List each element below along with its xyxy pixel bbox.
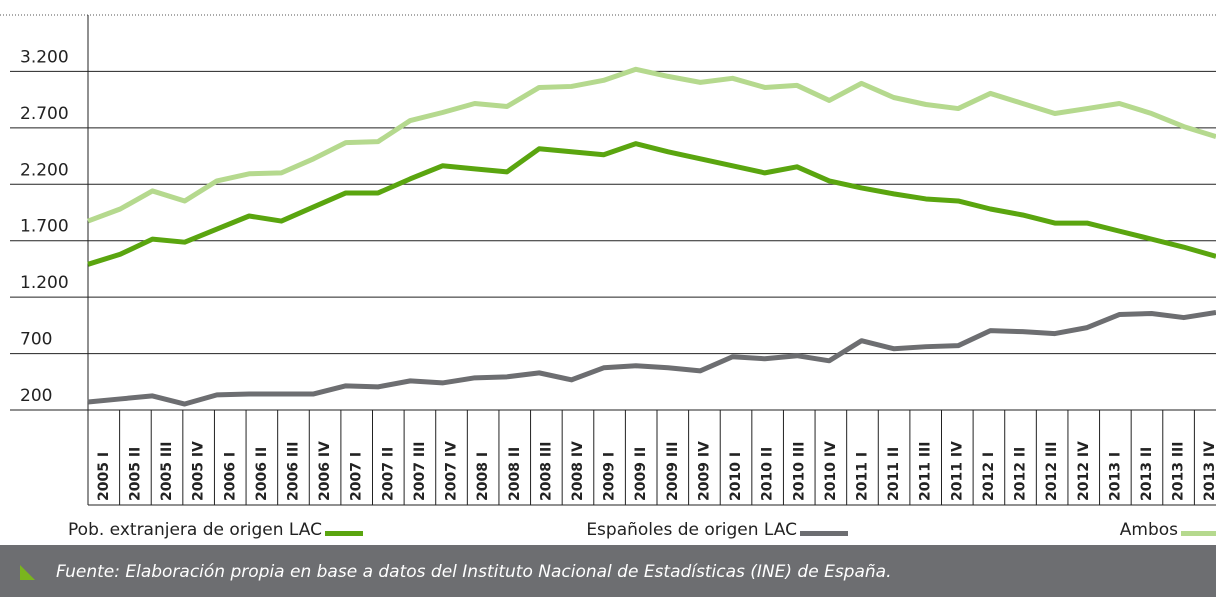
x-tick-label: 2005 II: [127, 447, 143, 501]
x-tick-label: 2008 III: [538, 442, 554, 501]
x-tick-label: 2006 IV: [317, 441, 333, 501]
y-tick-label: 1.200: [20, 273, 69, 293]
x-tick-label: 2010 II: [760, 447, 776, 501]
legend-label: Pob. extranjera de origen LAC: [68, 520, 322, 540]
x-tick-label: 2011 III: [918, 442, 934, 501]
x-tick-label: 2013 II: [1139, 447, 1155, 501]
x-tick-label: 2007 II: [380, 447, 396, 501]
x-tick-label: 2012 I: [981, 452, 997, 501]
x-tick-label: 2009 II: [633, 447, 649, 501]
x-tick-label: 2006 III: [285, 442, 301, 501]
x-tick-label: 2008 I: [475, 452, 491, 501]
source-note: Fuente: Elaboración propia en base a dat…: [56, 562, 891, 582]
x-tick-label: 2008 IV: [570, 441, 586, 501]
y-tick-label: 2.200: [20, 160, 69, 180]
x-tick-label: 2006 II: [254, 447, 270, 501]
y-tick-label: 3.200: [20, 47, 69, 67]
x-tick-label: 2012 IV: [1076, 441, 1092, 501]
series-line: [87, 66, 1216, 224]
legend-label: Españoles de origen LAC: [586, 520, 797, 540]
x-tick-label: 2010 I: [728, 452, 744, 501]
x-tick-label: 2013 IV: [1202, 441, 1216, 501]
footer-icon: [20, 565, 35, 580]
x-tick-label: 2006 I: [222, 452, 238, 501]
x-tick-label: 2009 I: [602, 452, 618, 501]
y-tick-label: 200: [20, 386, 52, 406]
x-tick-label: 2012 III: [1044, 442, 1060, 501]
x-tick-label: 2005 I: [96, 452, 112, 501]
x-tick-label: 2005 IV: [191, 441, 207, 501]
x-tick-label: 2011 I: [854, 452, 870, 501]
x-tick-label: 2009 IV: [696, 441, 712, 501]
x-tick-label: 2007 IV: [444, 441, 460, 501]
x-tick-label: 2011 II: [886, 447, 902, 501]
series-line: [87, 141, 1216, 267]
y-tick-label: 2.700: [20, 104, 69, 124]
y-tick-label: 700: [20, 330, 52, 350]
x-tick-label: 2007 I: [349, 452, 365, 501]
x-tick-label: 2005 III: [159, 442, 175, 501]
x-tick-label: 2011 IV: [949, 441, 965, 501]
series-line: [87, 310, 1216, 407]
x-tick-label: 2010 IV: [823, 441, 839, 501]
legend-swatch: [325, 531, 363, 536]
x-tick-label: 2013 III: [1171, 442, 1187, 501]
footer-bg: [0, 545, 1216, 597]
legend-swatch: [800, 531, 848, 536]
legend-label: Ambos: [1120, 520, 1178, 540]
legend-swatch: [1181, 531, 1216, 536]
x-tick-label: 2012 II: [1013, 447, 1029, 501]
x-tick-label: 2013 I: [1107, 452, 1123, 501]
x-tick-label: 2009 III: [665, 442, 681, 501]
y-tick-label: 1.700: [20, 217, 69, 237]
x-tick-label: 2008 II: [507, 447, 523, 501]
x-tick-label: 2007 III: [412, 442, 428, 501]
x-tick-label: 2010 III: [791, 442, 807, 501]
